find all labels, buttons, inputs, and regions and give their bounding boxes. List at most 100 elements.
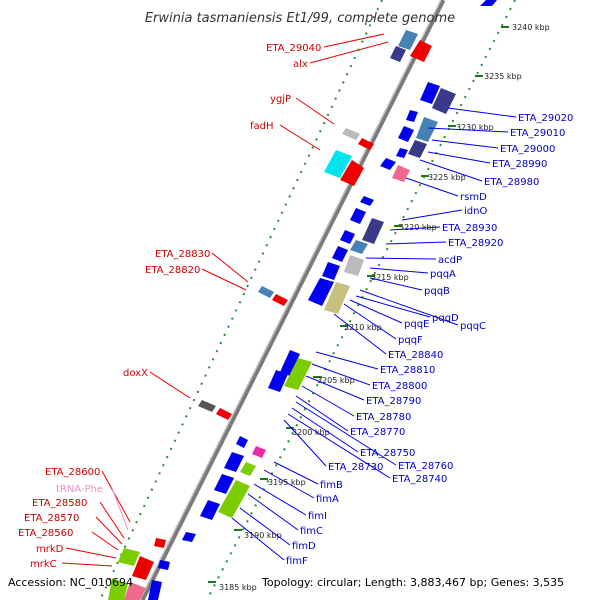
- gene-feature: [362, 218, 384, 244]
- gene-label: ETA_28740: [392, 474, 447, 485]
- gene-label: ETA_28580: [32, 498, 87, 509]
- gene-feature: [108, 578, 128, 600]
- left-labels: ETA_29040 alx ygjP fadH ETA_28830 ETA_28…: [18, 43, 321, 570]
- gene-feature: [200, 500, 220, 520]
- genes-right-strand: [148, 0, 497, 600]
- gene-feature: [258, 286, 274, 298]
- gene-label: ETA_28730: [328, 462, 383, 473]
- gene-label: ETA_28800: [372, 381, 427, 392]
- gene-label: mrkC: [30, 559, 57, 570]
- gene-feature: [182, 532, 196, 542]
- gene-label: alx: [293, 59, 308, 70]
- gene-label: ETA_28780: [356, 412, 411, 423]
- gene-feature: [198, 400, 216, 412]
- genome-backbone-highlight: [139, 0, 442, 600]
- tick-label: 3220 kbp: [399, 223, 437, 232]
- gene-feature: [268, 370, 288, 392]
- gene-label: ETA_29000: [500, 144, 555, 155]
- gene-feature: [280, 350, 300, 376]
- gene-label: ETA_28840: [388, 350, 443, 361]
- tick-label: 3205 kbp: [317, 376, 355, 385]
- gene-feature: [324, 282, 350, 314]
- gene-label: tRNA-Phe: [56, 484, 103, 495]
- gene-feature: [218, 480, 250, 518]
- genes-left-strand: [108, 30, 432, 600]
- gene-feature: [252, 446, 266, 458]
- gene-feature: [398, 126, 414, 142]
- gene-label: rsmD: [460, 192, 487, 203]
- tick-3220: 3220 kbp: [394, 223, 437, 232]
- tick-label: 3235 kbp: [484, 72, 522, 81]
- right-labels: ETA_29020 ETA_29010 ETA_29000 ETA_28990 …: [286, 113, 573, 567]
- gene-feature: [358, 138, 374, 150]
- gene-label: fimA: [316, 494, 339, 505]
- gene-label: ETA_28790: [366, 396, 421, 407]
- gene-label: ETA_28980: [484, 177, 539, 188]
- gene-label: ETA_28760: [398, 461, 453, 472]
- gene-label: pqqF: [398, 335, 423, 346]
- tick-label: 3185 kbp: [219, 583, 257, 592]
- gene-feature: [214, 474, 234, 494]
- gene-feature: [398, 30, 418, 50]
- gene-feature: [236, 436, 248, 448]
- gene-feature: [390, 46, 406, 62]
- gene-label: ETA_29040: [266, 43, 321, 54]
- gene-feature: [396, 148, 408, 158]
- gene-feature: [158, 560, 170, 570]
- tick-label: 3230 kbp: [456, 123, 494, 132]
- gene-label: pqqE: [404, 319, 429, 330]
- gene-label: pqqD: [432, 313, 459, 324]
- gene-label: ETA_28930: [442, 223, 497, 234]
- tick-label: 3200 kbp: [292, 428, 330, 437]
- gene-feature: [360, 196, 374, 206]
- gene-feature: [406, 110, 418, 122]
- gene-feature: [224, 452, 244, 472]
- gene-label: pqqC: [460, 321, 486, 332]
- gene-label: fimD: [292, 541, 316, 552]
- gene-feature: [308, 278, 334, 306]
- gene-feature: [284, 358, 312, 390]
- gene-label: doxX: [123, 368, 148, 379]
- gene-label: ETA_28560: [18, 528, 73, 539]
- gene-label: pqqB: [424, 286, 450, 297]
- accession-text: Accession: NC_010694: [8, 576, 133, 589]
- tick-3240: 3240 kbp: [501, 23, 550, 32]
- genome-summary-text: Topology: circular; Length: 3,883,467 bp…: [261, 576, 564, 589]
- gene-label: fimF: [286, 556, 308, 567]
- gene-feature: [480, 0, 497, 6]
- right-label-leaders: [231, 107, 517, 561]
- gene-feature: [392, 165, 410, 182]
- gene-feature: [432, 88, 456, 114]
- gene-feature: [124, 582, 146, 600]
- gene-feature: [380, 158, 396, 170]
- tick-3195: 3195 kbp: [260, 478, 306, 487]
- gene-feature: [216, 408, 232, 420]
- gene-label: mrkD: [36, 544, 64, 555]
- gene-feature: [410, 40, 432, 62]
- gene-label: ETA_28990: [492, 159, 547, 170]
- gene-label: ETA_29010: [510, 128, 565, 139]
- genome-backbone: [139, 0, 446, 600]
- gene-feature: [350, 240, 368, 254]
- gene-feature: [322, 262, 340, 280]
- gene-label: acdP: [438, 255, 462, 266]
- gene-feature: [324, 150, 352, 178]
- gene-label: fimB: [320, 480, 343, 491]
- tick-3190: 3190 kbp: [234, 529, 282, 540]
- gene-label: ETA_28600: [45, 467, 100, 478]
- gene-feature: [344, 255, 364, 276]
- tick-3225: 3225 kbp: [421, 173, 466, 182]
- gene-feature: [342, 128, 360, 140]
- gene-label: fimC: [300, 526, 323, 537]
- tick-3200: 3200 kbp: [286, 427, 330, 437]
- gene-label: ETA_28920: [448, 238, 503, 249]
- tick-3215: 3215 kbp: [367, 273, 409, 282]
- gene-feature: [118, 548, 140, 566]
- gene-label: ETA_28750: [360, 448, 415, 459]
- kbp-ticks: 3240 kbp 3235 kbp 3230 kbp 3225 kbp 3220…: [208, 23, 550, 592]
- gene-feature: [240, 462, 256, 476]
- gene-label: ygjP: [270, 94, 291, 105]
- tick-label: 3215 kbp: [371, 273, 409, 282]
- gene-feature: [272, 294, 288, 306]
- gene-feature: [332, 246, 348, 262]
